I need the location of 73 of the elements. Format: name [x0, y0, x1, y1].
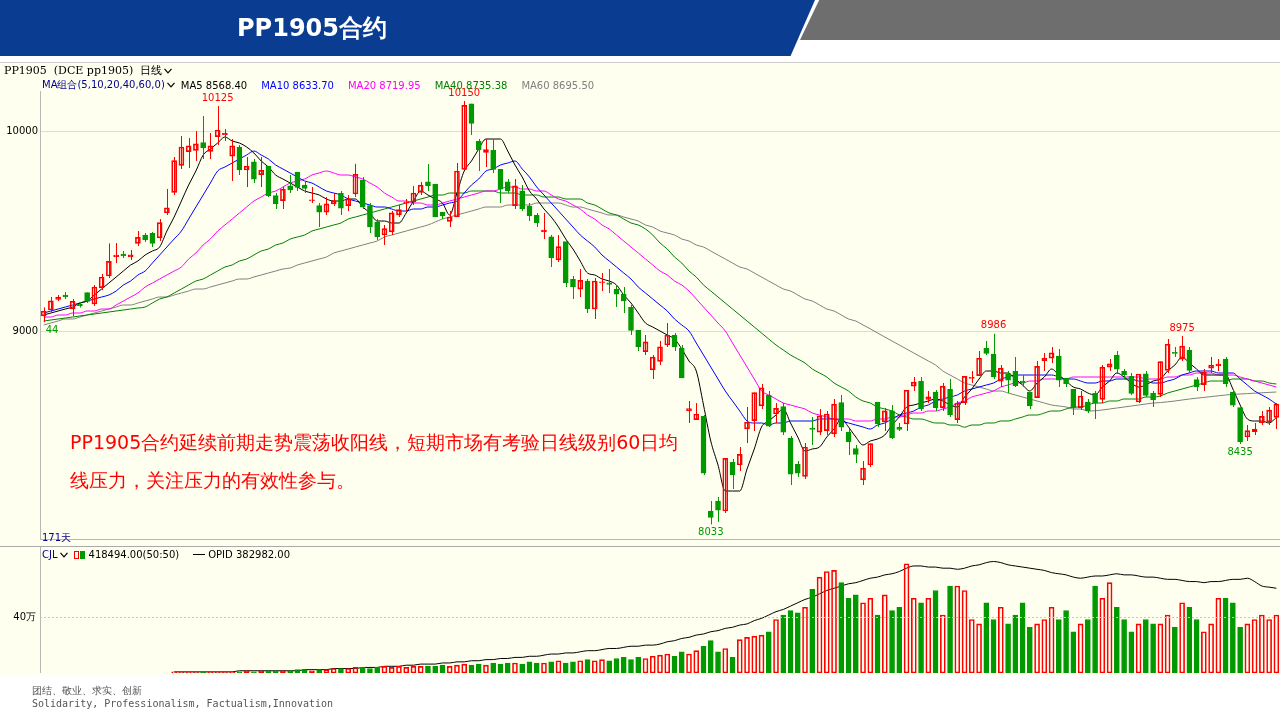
- bar: [715, 651, 721, 673]
- annotation: PP1905合约延续前期走势震荡收阳线，短期市场有考验日线级别60日均线压力，关注压力的有效性参与。: [70, 430, 680, 493]
- bar: [475, 663, 482, 673]
- text: MA20 8719.95: [347, 79, 421, 91]
- bar: [1063, 610, 1069, 673]
- candlestick: [606, 268, 613, 294]
- bar: [765, 631, 772, 673]
- bar: [1230, 602, 1236, 673]
- candlestick: [983, 340, 990, 356]
- bar: [707, 640, 714, 673]
- bar: [947, 585, 953, 673]
- bar: [918, 602, 924, 673]
- bar: [852, 594, 859, 673]
- legend-title: MA组合(5,10,20,40,60,0): [42, 78, 165, 92]
- annotation: 8986: [980, 319, 1007, 331]
- bar: [1056, 619, 1062, 673]
- bar: [570, 661, 576, 673]
- candlestick: [809, 416, 816, 446]
- bar: [620, 657, 627, 673]
- chart-subtitle: PP1905 (DCE pp1905) 日线: [4, 63, 163, 78]
- legend-label: OPID 382982.00: [208, 549, 291, 560]
- text: MA10 8633.70: [261, 79, 334, 91]
- annotation: 8435: [1227, 445, 1253, 457]
- y-tick-label: 10000: [6, 124, 38, 136]
- annotation: 8033: [698, 525, 724, 537]
- candlestick: [852, 444, 859, 464]
- bar: [1026, 626, 1033, 673]
- bar: [504, 662, 511, 673]
- bar: [809, 589, 816, 673]
- bar: [635, 657, 642, 673]
- candlestick: [1005, 370, 1011, 394]
- bar: [1121, 619, 1127, 673]
- candlestick: [896, 422, 903, 432]
- bar: [533, 662, 540, 673]
- y-tick-label: 9000: [12, 324, 38, 336]
- annotation: 8975: [1169, 321, 1195, 333]
- bar: [678, 651, 685, 673]
- bar: [1005, 623, 1011, 673]
- annotation: 171天: [42, 531, 72, 545]
- bar: [838, 582, 845, 673]
- text: 团结、敬业、求实、创新: [32, 684, 142, 698]
- bar: [628, 659, 634, 673]
- legend-label: MA5 8568.40: [180, 79, 248, 91]
- candlestick: [287, 174, 294, 194]
- bar: [562, 662, 569, 673]
- bar: [606, 660, 613, 673]
- bar: [1172, 626, 1178, 673]
- annotation: 44: [45, 323, 59, 335]
- candlestick: [316, 202, 323, 228]
- bar: [1114, 606, 1120, 673]
- ref-line-label: 40万: [13, 611, 36, 623]
- bar: [780, 614, 787, 673]
- bar: [983, 602, 990, 673]
- candlestick: [77, 301, 83, 308]
- bar: [1012, 614, 1019, 673]
- chart-title: PP1905合约: [237, 13, 387, 44]
- bar: [1150, 623, 1156, 673]
- candlestick: [425, 163, 431, 192]
- bar: [548, 661, 555, 673]
- bar: [1092, 585, 1098, 673]
- bar: [519, 663, 526, 673]
- bar: [1143, 619, 1149, 673]
- bar: [1085, 619, 1091, 673]
- bar: [1237, 626, 1243, 673]
- bar: [794, 612, 801, 673]
- legend-label: 418494.00(50:50): [88, 549, 180, 560]
- text: Solidarity, Professionalism, Factualism,Innovation: [32, 698, 334, 709]
- annotation: 10125: [201, 91, 234, 103]
- bar: [889, 610, 895, 673]
- bar: [490, 662, 497, 673]
- text: MA60 8695.50: [521, 79, 595, 91]
- bar: [896, 606, 903, 673]
- chart-title: CJL: [42, 549, 58, 560]
